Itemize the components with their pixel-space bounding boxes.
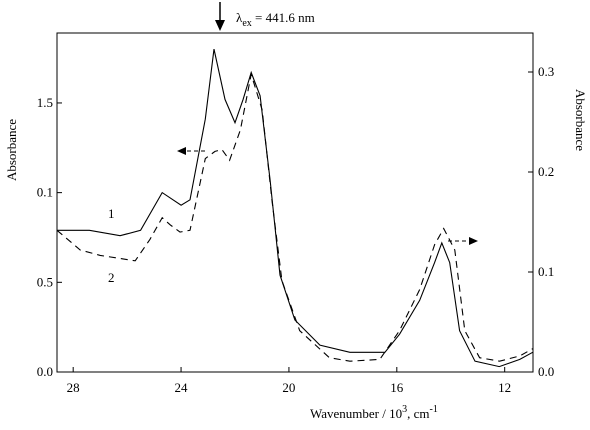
curve-label: 1 <box>108 206 115 221</box>
annotation: λex = 441.6 nm <box>236 10 315 29</box>
y-axis-label: Absorbance <box>4 119 19 181</box>
plot-frame <box>56 32 534 373</box>
arrow-head <box>215 20 225 31</box>
x-tick-label: 24 <box>175 380 189 395</box>
y-tick-label: 1.5 <box>37 95 53 110</box>
y2-axis-label: Absorbance <box>573 89 588 151</box>
annotation-part: λ <box>236 10 243 25</box>
y-tick-label: 0.0 <box>37 364 53 379</box>
line-series <box>57 48 533 368</box>
line-series <box>56 74 533 362</box>
annotation-part: = 441.6 nm <box>252 10 315 25</box>
y2-tick-label: 0.1 <box>538 264 554 279</box>
y2-tick-label: 0.0 <box>538 364 554 379</box>
y2-tick-label: 0.2 <box>538 164 554 179</box>
curve-label: 2 <box>108 270 115 285</box>
x-label-part: Wavenumber / 10 <box>310 406 402 421</box>
x-axis-label: Wavenumber / 103, cm-1 <box>310 404 438 421</box>
x-tick-label: 20 <box>282 380 295 395</box>
y-tick-label: 0.5 <box>37 274 53 289</box>
arrows <box>177 2 478 245</box>
x-tick-label: 16 <box>390 380 404 395</box>
x-label-sup: -1 <box>429 404 437 415</box>
x-label-sup: 3 <box>402 404 407 415</box>
x-tick-label: 12 <box>498 380 511 395</box>
x-label-part: , cm <box>407 406 429 421</box>
arrow-head <box>177 147 186 155</box>
arrow-head <box>469 237 478 245</box>
y-tick-label: 0.1 <box>37 185 53 200</box>
y2-tick-label: 0.3 <box>538 64 554 79</box>
annotation-sub: ex <box>242 18 251 29</box>
x-tick-label: 28 <box>67 380 80 395</box>
